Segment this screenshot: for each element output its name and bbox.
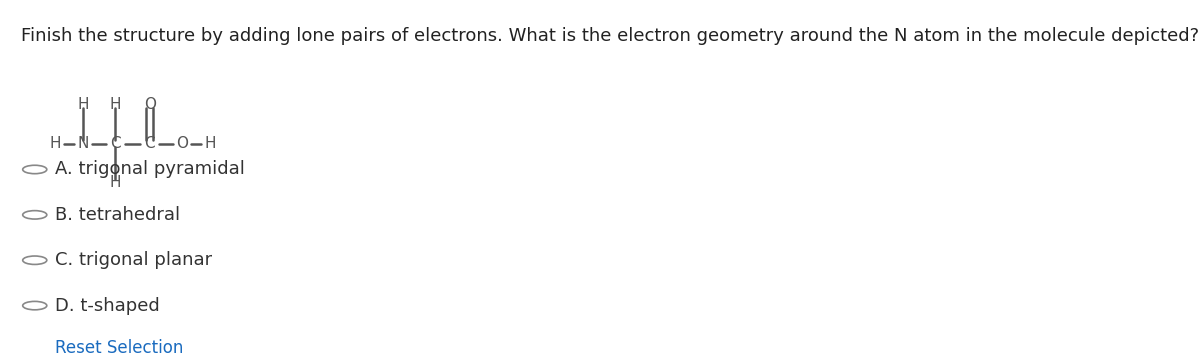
Text: B. tetrahedral: B. tetrahedral [55,206,180,224]
Text: Reset Selection: Reset Selection [55,339,184,357]
Text: H: H [109,97,121,112]
Text: C. trigonal planar: C. trigonal planar [55,251,212,269]
Text: C: C [110,136,121,151]
Text: O: O [176,136,188,151]
Text: O: O [144,97,156,112]
Text: H: H [49,136,61,151]
Text: C: C [144,136,155,151]
Text: D. t-shaped: D. t-shaped [55,297,160,315]
Text: H: H [77,97,89,112]
Text: N: N [77,136,89,151]
Text: A. trigonal pyramidal: A. trigonal pyramidal [55,160,245,179]
Text: Finish the structure by adding lone pairs of electrons. What is the electron geo: Finish the structure by adding lone pair… [20,27,1199,45]
Text: H: H [109,175,121,190]
Text: H: H [204,136,216,151]
